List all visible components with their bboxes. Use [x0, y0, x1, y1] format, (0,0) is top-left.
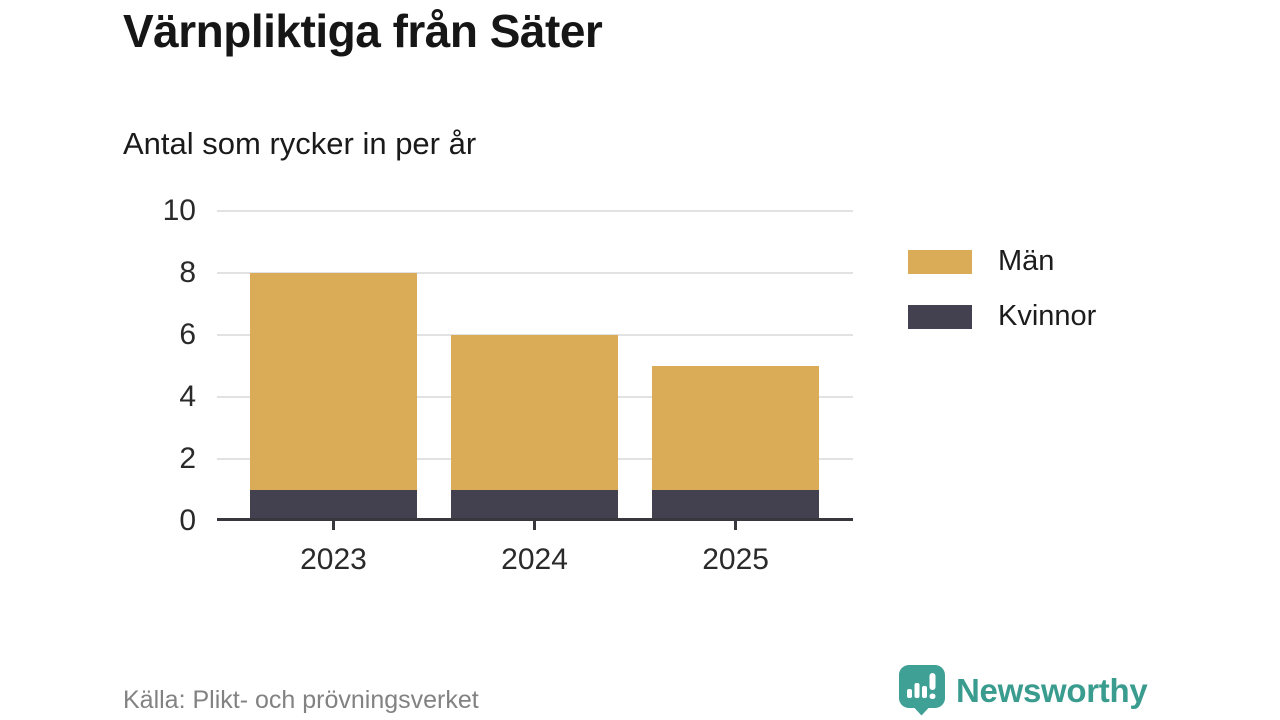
legend-label-kvinnor: Kvinnor — [998, 300, 1097, 332]
plot-area: 0 2 4 6 8 10 2023 2024 2025 — [163, 196, 853, 576]
legend-swatch-män — [908, 249, 972, 274]
x-axis-tick-2025 — [734, 521, 738, 530]
newsworthy-wordmark: Newsworthy — [956, 672, 1148, 709]
legend-swatch-kvinnor — [908, 304, 972, 329]
y-axis-label-10: 10 — [162, 194, 196, 227]
newsworthy-logo: Newsworthy — [898, 664, 1148, 718]
x-axis-label-2024: 2024 — [501, 543, 568, 576]
legend-label-män: Män — [998, 245, 1055, 277]
legend: Män Kvinnor — [908, 245, 1096, 355]
y-axis-label-0: 0 — [179, 504, 196, 537]
gridline-10 — [217, 210, 853, 212]
x-axis-tick-2024 — [533, 521, 537, 530]
legend-item-män: Män — [908, 245, 1096, 278]
bar-2023-kvinnor — [250, 490, 417, 521]
x-axis-tick-2023 — [332, 521, 335, 530]
gridline-8 — [217, 272, 853, 274]
bar-2024-män — [451, 335, 619, 490]
bar-2024-kvinnor — [451, 490, 619, 521]
bar-2025-kvinnor — [652, 490, 820, 521]
y-axis-label-6: 6 — [179, 318, 196, 351]
bar-2023-män — [250, 273, 417, 490]
y-axis-label-2: 2 — [179, 442, 196, 475]
x-axis-label-2025: 2025 — [702, 543, 769, 576]
legend-item-kvinnor: Kvinnor — [908, 300, 1096, 333]
newsworthy-bubble-chart-icon — [899, 665, 945, 716]
x-axis-label-2023: 2023 — [300, 543, 367, 576]
chart-title: Värnpliktiga från Säter — [123, 5, 603, 57]
bar-2025-män — [652, 366, 820, 490]
y-axis-label-8: 8 — [179, 256, 196, 289]
source-note: Källa: Plikt- och prövningsverket — [123, 686, 479, 714]
x-axis-line — [217, 518, 853, 521]
y-axis-label-4: 4 — [179, 380, 196, 413]
chart-subtitle: Antal som rycker in per år — [123, 126, 477, 161]
